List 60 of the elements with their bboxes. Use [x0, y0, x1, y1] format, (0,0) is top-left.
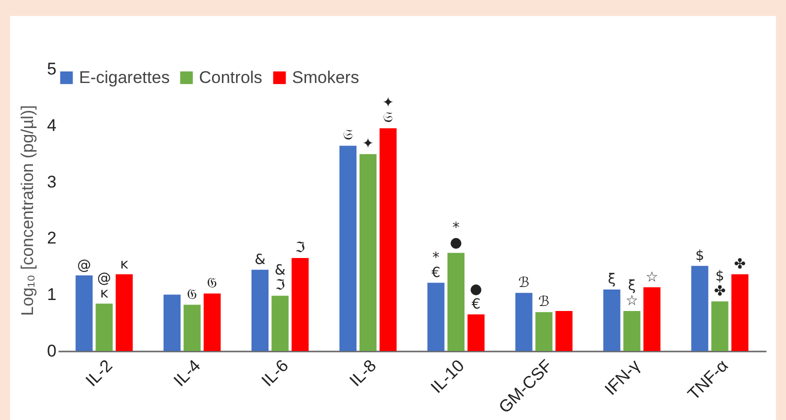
bar	[204, 293, 221, 351]
y-tick-label: 4	[47, 116, 56, 135]
bar	[515, 292, 532, 351]
data-label: ℑ	[295, 240, 306, 256]
bar	[555, 310, 573, 351]
y-tick-label: 3	[47, 172, 56, 192]
bar	[468, 314, 485, 351]
legend-label: Smokers	[292, 68, 360, 87]
bar	[623, 310, 640, 351]
data-label: 𝔖	[342, 128, 353, 144]
x-tick-label: IL-4	[170, 356, 204, 390]
bar	[116, 274, 133, 351]
y-tick-label: 2	[47, 228, 56, 248]
bar	[272, 296, 289, 351]
data-label: ✦	[362, 136, 374, 152]
data-label: * ●	[450, 220, 462, 251]
bar	[96, 304, 113, 351]
bar	[164, 294, 181, 351]
data-label: ✤	[734, 256, 746, 272]
y-axis-title: Log₁₀ [concentration (pg/µl)]	[18, 105, 38, 316]
y-tick-label: 5	[47, 60, 56, 78]
data-label: @ ĸ	[97, 270, 112, 302]
bar	[691, 266, 708, 351]
data-label: ● €	[470, 281, 482, 312]
y-tick-label: 0	[47, 342, 56, 360]
bar	[535, 312, 552, 351]
bar	[711, 301, 728, 351]
bar	[360, 154, 377, 351]
data-label: &	[254, 252, 266, 268]
data-label: ✦ 𝔖	[382, 95, 394, 126]
data-label: * €	[431, 250, 440, 281]
bar	[603, 290, 620, 351]
bar	[643, 287, 660, 351]
bar	[731, 274, 748, 351]
legend-label: Controls	[199, 68, 262, 87]
bar	[76, 275, 93, 351]
x-tick-label: IL-2	[82, 356, 116, 390]
data-label: 𝔊	[207, 275, 218, 292]
x-tick-label: IL-6	[258, 356, 292, 390]
bar	[292, 258, 309, 351]
bar	[447, 252, 464, 351]
y-tick-label: 1	[47, 285, 56, 304]
data-label: ξ ☆	[626, 278, 638, 309]
data-label: ℬ	[538, 294, 550, 310]
x-tick-label: IL-8	[346, 356, 380, 390]
data-label: $ ✤	[714, 268, 726, 300]
data-label: $	[695, 248, 704, 264]
data-label: 𝔊	[187, 286, 198, 303]
data-label: ℬ	[518, 274, 530, 291]
bar	[251, 270, 269, 351]
data-label: ξ	[608, 272, 616, 288]
bar	[184, 304, 201, 351]
bar	[427, 282, 444, 351]
data-label: & ℑ	[274, 262, 286, 294]
legend-label: E-cigarettes	[79, 68, 170, 87]
bar	[339, 146, 356, 351]
data-label: @	[77, 257, 92, 274]
data-label: ĸ	[120, 256, 130, 272]
data-label: ☆	[646, 269, 658, 286]
bar	[380, 128, 397, 351]
